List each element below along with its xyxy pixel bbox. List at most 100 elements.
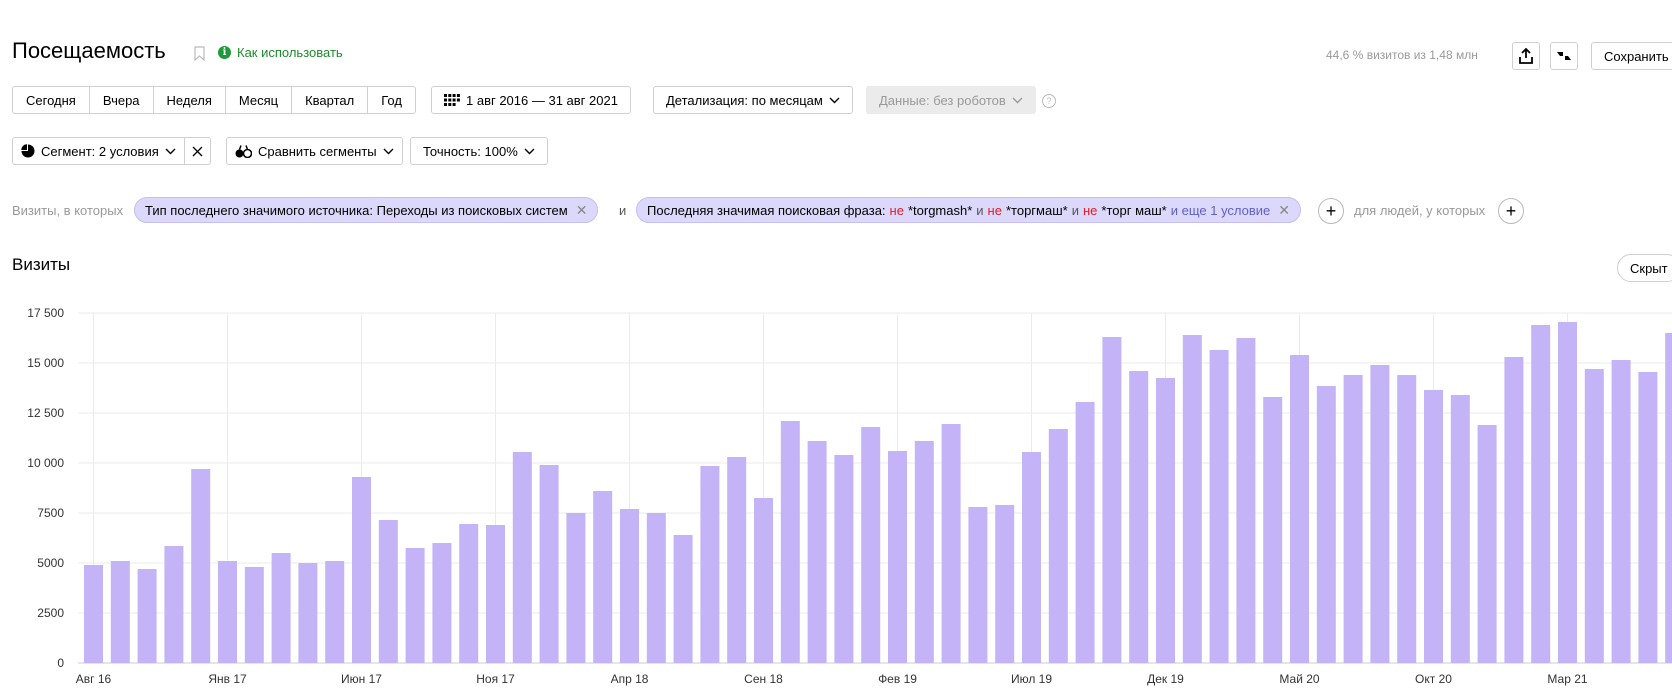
detalization-dropdown[interactable]: Детализация: по месяцам [653, 86, 853, 114]
bar [244, 567, 264, 663]
negation-label: не [889, 202, 904, 218]
bar [1156, 378, 1175, 663]
negation-label: не [1082, 202, 1098, 218]
segment-condition-chip[interactable]: Тип последнего значимого источника: Пере… [134, 197, 599, 223]
bar [1558, 322, 1577, 663]
bar [941, 424, 961, 663]
bar [1102, 337, 1122, 663]
bookmark-icon[interactable] [194, 46, 205, 61]
x-tick-label: Окт 20 [1415, 672, 1452, 686]
bar [914, 441, 934, 663]
chevron-down-icon [829, 97, 840, 103]
howto-label: Как использовать [237, 45, 343, 60]
bar [432, 543, 452, 663]
date-range-button[interactable]: 1 авг 2016 — 31 авг 2021 [431, 86, 631, 114]
compare-segments-dropdown[interactable]: Сравнить сегменты [226, 137, 403, 165]
bar [968, 507, 988, 663]
bar [512, 452, 532, 663]
x-tick-label: Ноя 17 [476, 672, 515, 686]
bar [164, 546, 184, 663]
segment-label: Сегмент: 2 условия [41, 143, 159, 159]
bar [218, 561, 237, 663]
api-button[interactable] [1550, 42, 1578, 70]
bar [834, 455, 854, 663]
data-filter-label: Данные: без роботов [879, 92, 1006, 108]
segment-control: Сегмент: 2 условия [12, 137, 211, 165]
bar [486, 525, 505, 663]
period-yesterday-button[interactable]: Вчера [90, 87, 154, 113]
bar [1236, 338, 1256, 663]
bar [1343, 375, 1363, 663]
accuracy-dropdown[interactable]: Точность: 100% [410, 137, 548, 165]
period-quarter-button[interactable]: Квартал [292, 87, 369, 113]
x-tick-label: Фев 19 [878, 672, 917, 686]
segment-dropdown[interactable]: Сегмент: 2 условия [12, 137, 185, 165]
page-title: Посещаемость [12, 38, 166, 63]
info-circle-icon: i [218, 46, 231, 59]
chevron-down-icon [1012, 97, 1023, 103]
visits-bar-chart: 0 2500 5000 7500 10 000 12 500 15 000 17 500 Авг… [27, 306, 1672, 686]
bar [298, 563, 318, 663]
bar [459, 524, 479, 663]
remove-condition-icon[interactable]: ✕ [575, 201, 588, 218]
x-tick-label: Июл 19 [1011, 672, 1052, 686]
bar [888, 451, 907, 663]
segment-condition-label: Тип последнего значимого источника: Пере… [145, 202, 568, 218]
and-label: и [1071, 202, 1079, 218]
visits-share-text: 44,6 % визитов из 1,48 млн [1326, 48, 1478, 62]
bar [646, 513, 666, 663]
bar [271, 553, 291, 663]
y-tick-label: 17 500 [27, 306, 64, 320]
hide-chart-button[interactable]: Скрыт [1617, 254, 1672, 282]
bar [593, 491, 613, 663]
bar [1450, 395, 1470, 663]
bar [1048, 429, 1068, 663]
search-term: *торгмаш* [1005, 202, 1068, 218]
x-tick-label: Мар 21 [1547, 672, 1587, 686]
bar [754, 498, 773, 663]
date-range-label: 1 авг 2016 — 31 авг 2021 [466, 92, 618, 108]
chevron-down-icon [524, 148, 535, 154]
add-people-condition-button[interactable]: + [1498, 198, 1524, 224]
compare-segments-label: Сравнить сегменты [258, 143, 377, 159]
pie-chart-icon [21, 144, 35, 158]
bar [566, 513, 586, 663]
bar [1665, 333, 1672, 663]
bar [727, 457, 747, 663]
howto-link[interactable]: i Как использовать [218, 45, 343, 60]
y-tick-label: 2500 [37, 606, 64, 620]
y-tick-label: 12 500 [27, 406, 64, 420]
bar [110, 561, 130, 663]
y-tick-label: 15 000 [27, 356, 64, 370]
period-selector: Сегодня Вчера Неделя Месяц Квартал Год [12, 86, 416, 114]
bar [673, 535, 693, 663]
period-today-button[interactable]: Сегодня [13, 87, 90, 113]
more-conditions-link[interactable]: и еще 1 условие [1170, 202, 1271, 218]
calendar-icon [444, 94, 460, 106]
share-button[interactable] [1512, 42, 1540, 70]
bar [1477, 425, 1497, 663]
bar [1531, 325, 1551, 663]
add-condition-button[interactable]: + [1318, 198, 1344, 224]
clear-segment-button[interactable] [184, 137, 211, 165]
search-phrase-condition-chip[interactable]: Последняя значимая поисковая фраза: не *… [636, 197, 1302, 223]
period-month-button[interactable]: Месяц [226, 87, 293, 113]
bar [861, 427, 881, 663]
accuracy-label: Точность: 100% [423, 143, 518, 159]
period-week-button[interactable]: Неделя [154, 87, 226, 113]
x-tick-label: Июн 17 [341, 672, 382, 686]
bar [1584, 369, 1604, 663]
bar [1611, 360, 1631, 663]
bar [995, 505, 1015, 663]
remove-condition-icon[interactable]: ✕ [1278, 201, 1291, 218]
chevron-down-icon [383, 148, 394, 154]
period-year-button[interactable]: Год [381, 92, 402, 108]
help-icon[interactable]: ? [1042, 94, 1056, 108]
bar [1129, 371, 1149, 663]
save-button[interactable]: Сохранить [1591, 42, 1672, 70]
data-filter-dropdown[interactable]: Данные: без роботов [866, 86, 1036, 114]
api-icon [1557, 52, 1571, 60]
search-term: *торг маш* [1101, 202, 1167, 218]
bar [1209, 350, 1229, 663]
plus-icon: + [1505, 200, 1517, 221]
